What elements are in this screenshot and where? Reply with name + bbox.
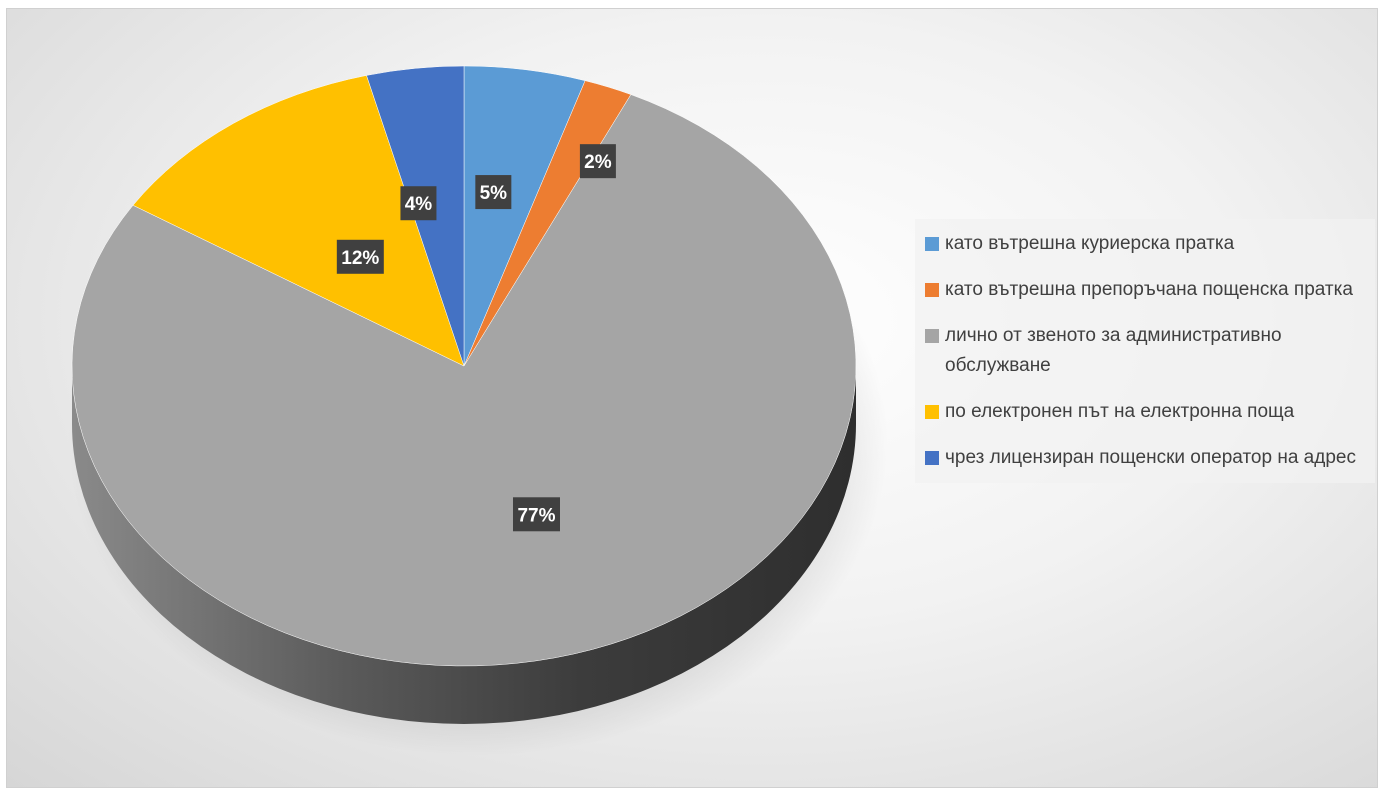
pie-slice [132,75,465,367]
legend-label: като вътрешна препоръчана пощенска пратк… [945,279,1353,300]
pie-slice [71,94,857,667]
legend-item: лично от звеното за административно обсл… [925,321,1367,381]
legend: като вътрешна куриерска пратка като вътр… [915,219,1375,483]
data-label-box [579,144,616,179]
data-label-box [475,175,512,210]
legend-swatch [925,283,939,297]
data-label-text: 77% [517,505,555,526]
data-label-text: 5% [480,183,508,204]
legend-item: като вътрешна куриерска пратка [925,229,1367,259]
legend-label: като вътрешна куриерска пратка [945,233,1235,254]
data-label-box [400,186,437,221]
legend-item: като вътрешна препоръчана пощенска пратк… [925,275,1367,305]
data-label-text: 2% [584,152,612,173]
legend-label: по електронен път на електронна поща [945,401,1295,422]
pie-chart: 5% 2% 77% 12% 4% [68,65,888,756]
data-label-text: 4% [405,194,433,215]
legend-swatch [925,405,939,419]
legend-label: лично от звеното за административно обсл… [945,325,1282,376]
legend-swatch [925,237,939,251]
data-label: 2% [579,144,616,179]
data-label: 4% [400,186,437,221]
legend-label: чрез лицензиран пощенски оператор на адр… [945,447,1356,468]
data-label: 12% [336,239,384,274]
legend-item: по електронен път на електронна поща [925,397,1367,427]
data-label-text: 12% [341,248,379,269]
legend-swatch [925,329,939,343]
legend-item: чрез лицензиран пощенски оператор на адр… [925,443,1367,473]
pie-side-wall [72,366,856,724]
data-label: 77% [512,497,560,532]
data-label: 5% [475,175,512,210]
data-label-box [512,497,560,532]
data-label-box [336,239,384,274]
legend-swatch [925,451,939,465]
chart-area: 5% 2% 77% 12% 4% като вътрешна куриерска пра… [6,8,1378,788]
